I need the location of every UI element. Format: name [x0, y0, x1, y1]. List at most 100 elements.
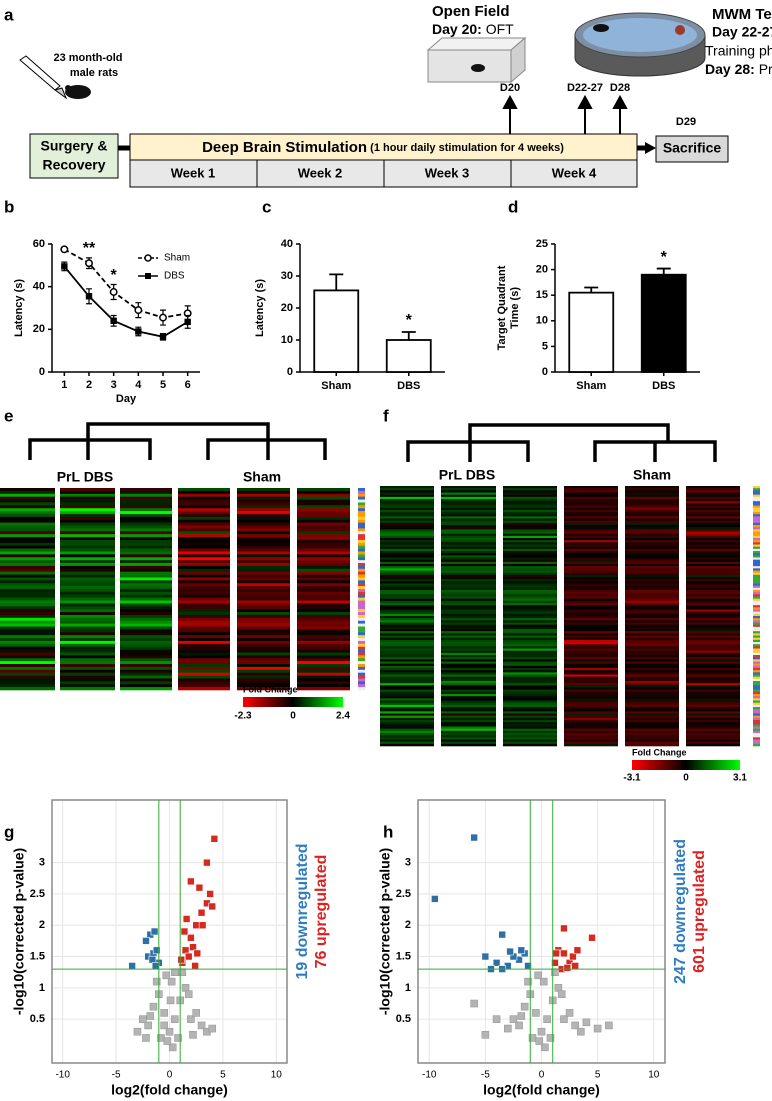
point: [492, 959, 501, 967]
heatmap-row: [625, 659, 679, 662]
cluster-strip: [753, 689, 760, 693]
colorbar-title: Fold Change: [243, 684, 298, 694]
heatmap-row: [441, 496, 496, 500]
heatmap-row: [237, 528, 290, 532]
label: 23 month-old: [53, 52, 122, 64]
heatmap-row: [0, 548, 55, 552]
heatmap-row: [178, 554, 230, 558]
heatmap-row: [380, 544, 434, 547]
heatmap-row: [503, 650, 557, 654]
heatmap-row: [503, 728, 557, 732]
heatmap-row: [237, 614, 290, 619]
heatmap-row: [60, 617, 115, 622]
heatmap-row: [237, 600, 290, 604]
cluster-strip: [358, 537, 365, 541]
heatmap-row: [120, 652, 172, 656]
heatmap-row: [0, 661, 55, 665]
point: [563, 964, 572, 972]
heatmap-row: [237, 617, 290, 622]
point: [573, 946, 582, 955]
cluster-strip: [753, 596, 760, 599]
heatmap-row: [503, 713, 557, 716]
y-tick-label: 0.5: [30, 1013, 45, 1025]
dbs-box: [129, 133, 638, 161]
heatmap-row: [441, 670, 496, 673]
heatmap-row: [564, 522, 618, 526]
heatmap-row: [380, 700, 434, 703]
heatmap-row: [564, 665, 618, 669]
heatmap-row: [686, 559, 740, 563]
cluster-strip: [753, 691, 760, 695]
heatmap-row: [564, 629, 618, 632]
heatmap-row: [60, 542, 115, 547]
heatmap-row: [120, 516, 172, 521]
heatmap-row: [686, 661, 740, 664]
heatmap-row: [686, 548, 740, 552]
heatmap-row: [60, 513, 115, 518]
heatmap-row: [441, 717, 496, 721]
heatmap-row: [686, 598, 740, 602]
heatmap-row: [0, 513, 55, 518]
heatmap-row: [0, 545, 55, 549]
point: [571, 1021, 579, 1030]
heatmap-row: [564, 546, 618, 550]
heatmap-row: [686, 568, 740, 571]
heatmap-row: [625, 538, 679, 541]
heatmap-row: [120, 626, 172, 630]
cluster-strip: [753, 611, 760, 615]
heatmap-row: [625, 733, 679, 736]
heatmap-row: [120, 681, 172, 685]
cluster-strip: [753, 687, 760, 690]
panel-label: e: [4, 406, 13, 425]
heatmap-row: [625, 635, 679, 638]
heatmap-row: [178, 589, 230, 593]
cluster-strip: [753, 520, 760, 524]
point: [184, 990, 193, 998]
heatmap-row: [625, 639, 679, 643]
heatmap-row: [178, 623, 230, 627]
heatmap-row: [297, 571, 350, 575]
cluster-strip: [753, 626, 760, 630]
heatmap-row: [60, 551, 115, 555]
point: [539, 977, 548, 986]
heatmap-row: [625, 551, 679, 554]
cluster-strip: [358, 568, 365, 572]
cluster-strip: [753, 566, 760, 569]
heatmap-row: [60, 687, 115, 691]
cluster-strip: [753, 607, 760, 610]
heatmap-row: [564, 652, 618, 656]
x-tick-label: DBS: [652, 380, 675, 392]
cluster-strip: [358, 496, 365, 500]
heatmap-row: [380, 587, 434, 591]
heatmap-row: [120, 490, 172, 495]
heatmap-row: [178, 551, 230, 555]
heatmap-row: [441, 522, 496, 526]
cluster-strip: [358, 638, 365, 642]
point: [187, 1015, 195, 1023]
heatmap-row: [564, 507, 618, 511]
sacrifice-box: [655, 135, 729, 163]
heatmap-row: [503, 730, 557, 734]
heatmap-row: [60, 646, 115, 650]
heatmap-row: [564, 657, 618, 660]
heatmap-row: [503, 674, 557, 677]
label: Day 22-27:: [712, 24, 772, 40]
heatmap-row: [380, 709, 434, 712]
heatmap-row: [0, 577, 55, 581]
heatmap-row: [564, 624, 618, 628]
heatmap-row: [686, 611, 740, 615]
heatmap-row: [297, 626, 350, 630]
heatmap-row: [0, 537, 55, 541]
heatmap-row: [441, 739, 496, 742]
heatmap-row: [441, 546, 496, 550]
heatmap-row: [297, 664, 350, 668]
heatmap-row: [60, 629, 115, 633]
scalpel-rat-icon: [19, 55, 91, 100]
heatmap-row: [441, 694, 496, 697]
heatmap-row: [237, 632, 290, 636]
point: [162, 971, 171, 980]
heatmap-row: [686, 516, 740, 519]
heatmap-row: [503, 735, 557, 738]
heatmap-row: [60, 681, 115, 685]
heatmap-row: [0, 589, 55, 593]
